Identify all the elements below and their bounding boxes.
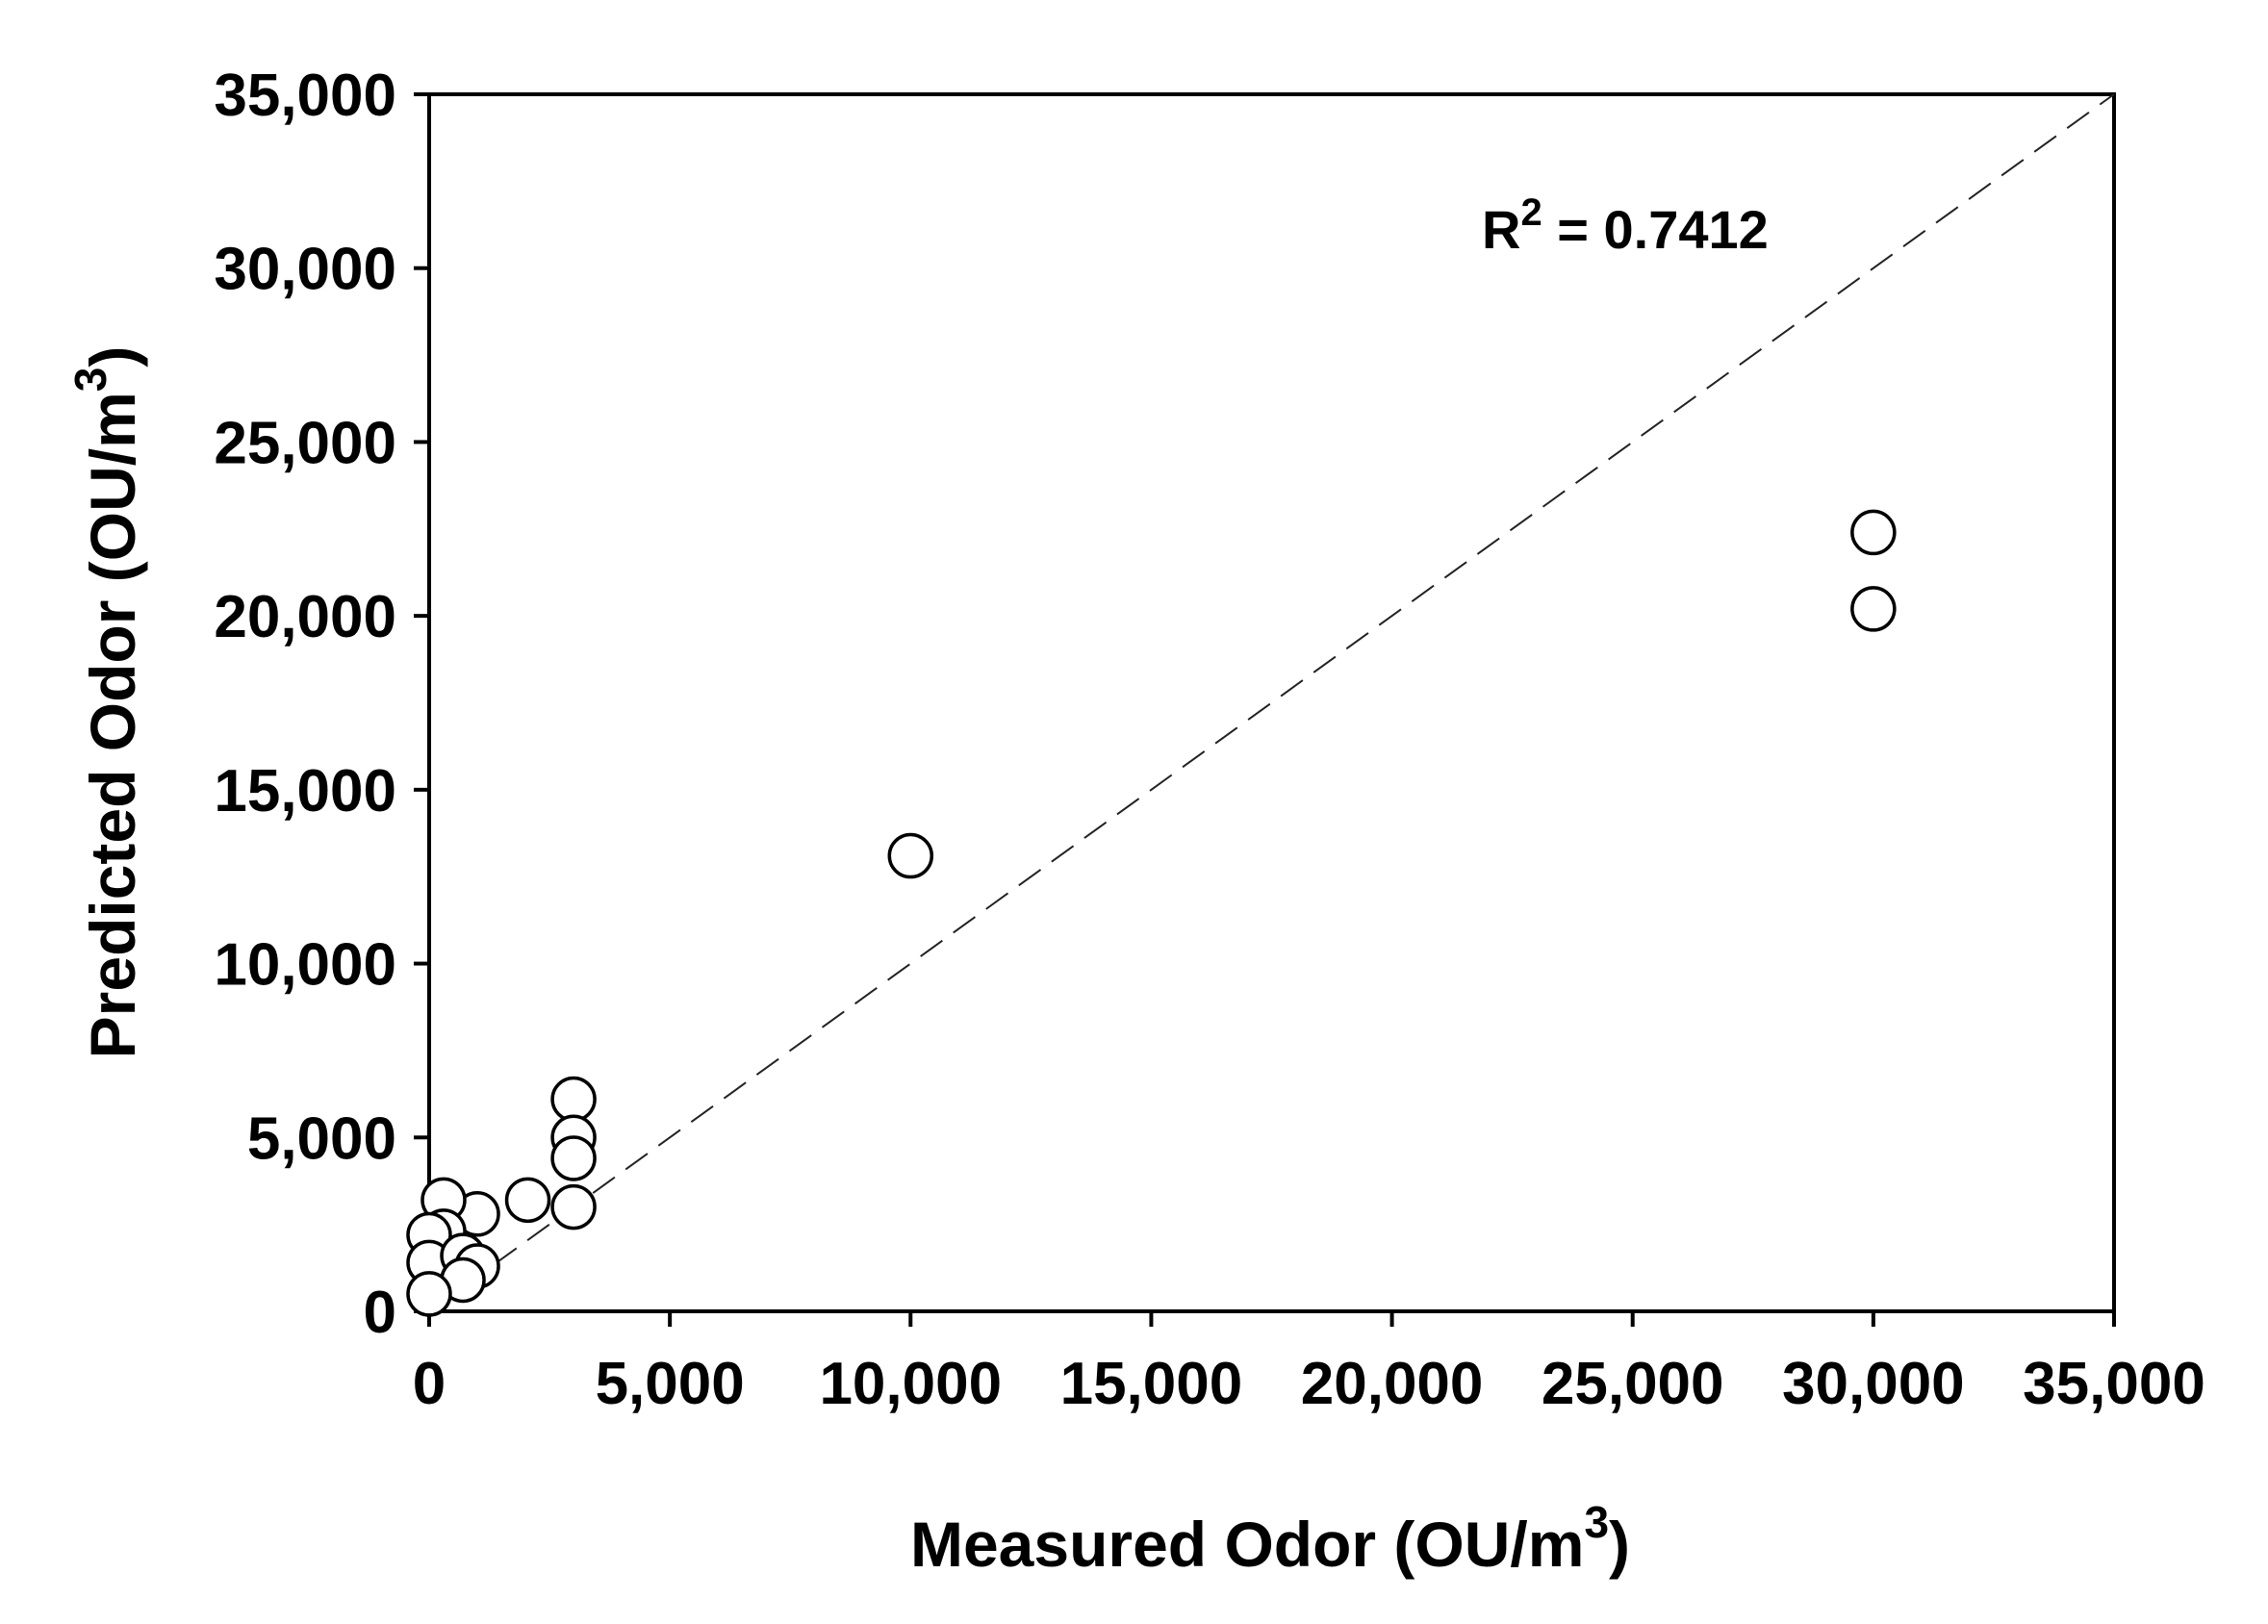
y-tick-label: 20,000 (214, 584, 396, 650)
x-tick-label: 0 (413, 1351, 446, 1417)
x-tick-label: 30,000 (1782, 1351, 1965, 1417)
data-points (406, 509, 1897, 1317)
data-point (504, 1177, 551, 1224)
x-tick-label: 20,000 (1301, 1351, 1484, 1417)
y-tick-label: 30,000 (214, 237, 396, 303)
data-point (887, 832, 934, 879)
y-axis-title: Predicted Odor (OU/m3) (65, 346, 148, 1059)
x-tick-label: 15,000 (1060, 1351, 1243, 1417)
data-point (1850, 509, 1897, 556)
plot-frame (427, 92, 2116, 1313)
x-tick-label: 10,000 (819, 1351, 1002, 1417)
y-tick-label: 0 (364, 1280, 396, 1346)
data-point (1850, 586, 1897, 632)
x-axis-ticks: 0 5,000 10,000 15,000 20,000 25,000 30,000 35,0… (413, 1311, 2205, 1417)
y-axis-ticks: 0 5,000 10,000 15,000 20,000 25,000 30,000 35,0… (214, 63, 429, 1346)
y-tick-label: 10,000 (214, 932, 396, 999)
data-point (550, 1076, 597, 1123)
y-tick-label: 35,000 (214, 63, 396, 129)
y-tick-label: 5,000 (247, 1105, 396, 1172)
x-tick-label: 25,000 (1542, 1351, 1724, 1417)
x-tick-label: 5,000 (596, 1351, 745, 1417)
reference-diagonal-line (428, 93, 2115, 1312)
r-squared-annotation: R2 = 0.7412 (1482, 191, 1769, 260)
y-tick-label: 15,000 (214, 758, 396, 825)
y-tick-label: 25,000 (214, 410, 396, 476)
x-axis-title: Measured Odor (OU/m3) (910, 1497, 1630, 1580)
data-point (550, 1135, 597, 1181)
data-point (406, 1271, 452, 1317)
data-point (550, 1183, 597, 1231)
x-tick-label: 35,000 (2023, 1351, 2205, 1417)
